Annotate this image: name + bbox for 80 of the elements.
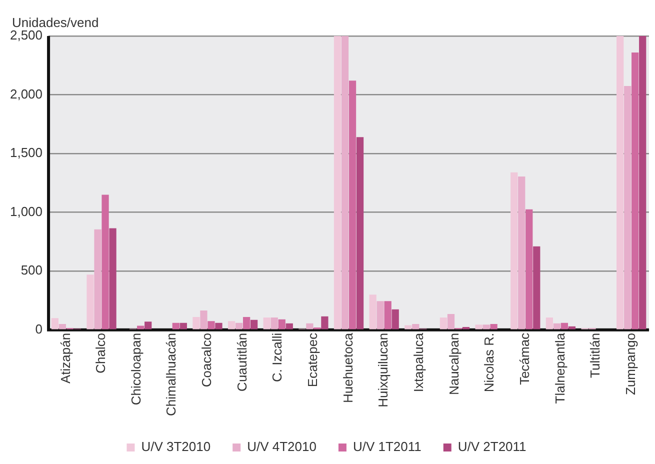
x-tick-label: Tlalnepantla	[552, 332, 568, 404]
bar	[51, 318, 58, 330]
bar	[278, 319, 286, 330]
bar	[560, 322, 568, 330]
bar	[568, 326, 576, 330]
bar	[482, 324, 490, 330]
bar	[263, 318, 270, 330]
bar	[356, 137, 364, 330]
bar	[440, 318, 448, 330]
bar	[376, 301, 384, 330]
bar	[392, 309, 399, 330]
x-tick-label: Chimalhuacán	[164, 332, 179, 416]
bar	[102, 194, 109, 330]
y-axis-title: Unidades/vend	[12, 15, 99, 30]
bar	[228, 321, 236, 330]
bar	[639, 36, 646, 330]
bar	[341, 36, 349, 330]
legend-label: U/V 1T2011	[352, 439, 422, 454]
x-tick-label: C. Izcalli	[270, 332, 285, 382]
bar	[546, 318, 554, 330]
bar	[462, 326, 470, 330]
bar	[369, 294, 376, 330]
x-tick-label: Nicolas R.	[482, 332, 497, 392]
bar	[137, 326, 144, 330]
bar	[553, 323, 561, 330]
bar	[348, 80, 356, 330]
bar	[624, 86, 632, 330]
bar	[86, 274, 94, 330]
x-tick-label: Huehuetoca	[340, 332, 356, 404]
bar	[242, 316, 250, 330]
x-tick-label: Cuautitlán	[234, 332, 250, 392]
bar	[235, 322, 243, 330]
x-tick-label: Atizapán	[58, 332, 73, 384]
bar	[384, 301, 392, 330]
x-tick-label: Chalco	[93, 332, 108, 374]
bar	[144, 322, 152, 330]
x-tick-label: Tecámac	[516, 332, 532, 385]
x-tick-label: Chicoloapan	[128, 332, 144, 406]
bar	[286, 323, 293, 330]
legend-label: U/V 4T2010	[247, 439, 316, 454]
bar	[616, 36, 624, 330]
x-tick-label: Zumpango	[622, 332, 638, 396]
bar	[58, 324, 66, 330]
bar	[533, 246, 540, 330]
x-tick-label: Tultitlán	[588, 332, 603, 378]
y-tick-label: 1,000	[10, 204, 43, 219]
bar	[109, 228, 116, 330]
x-tick-label: Huixquilucan	[376, 332, 391, 408]
bar	[172, 322, 180, 330]
bar	[510, 172, 518, 330]
bar	[306, 323, 314, 330]
bar	[447, 314, 455, 330]
bar	[208, 321, 215, 330]
bar	[490, 324, 498, 330]
y-tick-label: 1,500	[10, 145, 43, 160]
bar	[180, 322, 187, 330]
bar	[404, 325, 412, 330]
x-tick-label: Coacalco	[199, 332, 214, 388]
y-tick-label: 2,000	[10, 86, 43, 102]
y-tick-label: 500	[20, 262, 43, 278]
bar	[200, 310, 208, 330]
bar	[192, 316, 200, 330]
bar	[518, 176, 526, 330]
y-tick-label: 2,500	[10, 28, 43, 43]
bar	[270, 318, 278, 330]
x-tick-label: Ixtapaluca	[410, 332, 426, 392]
bar	[250, 320, 258, 330]
x-tick-label: Naucalpan	[446, 332, 462, 396]
bar	[215, 322, 222, 330]
x-tick-label: Ecatepec	[305, 332, 320, 388]
bar	[334, 36, 342, 330]
bar	[94, 229, 102, 330]
bar	[526, 209, 533, 330]
bar	[412, 324, 420, 330]
y-tick-label: 0	[35, 321, 43, 336]
legend-label: U/V 2T2011	[458, 439, 526, 454]
legend-label: U/V 3T2010	[141, 439, 211, 454]
bar	[321, 316, 328, 330]
bar	[632, 52, 639, 330]
bar	[475, 324, 482, 330]
